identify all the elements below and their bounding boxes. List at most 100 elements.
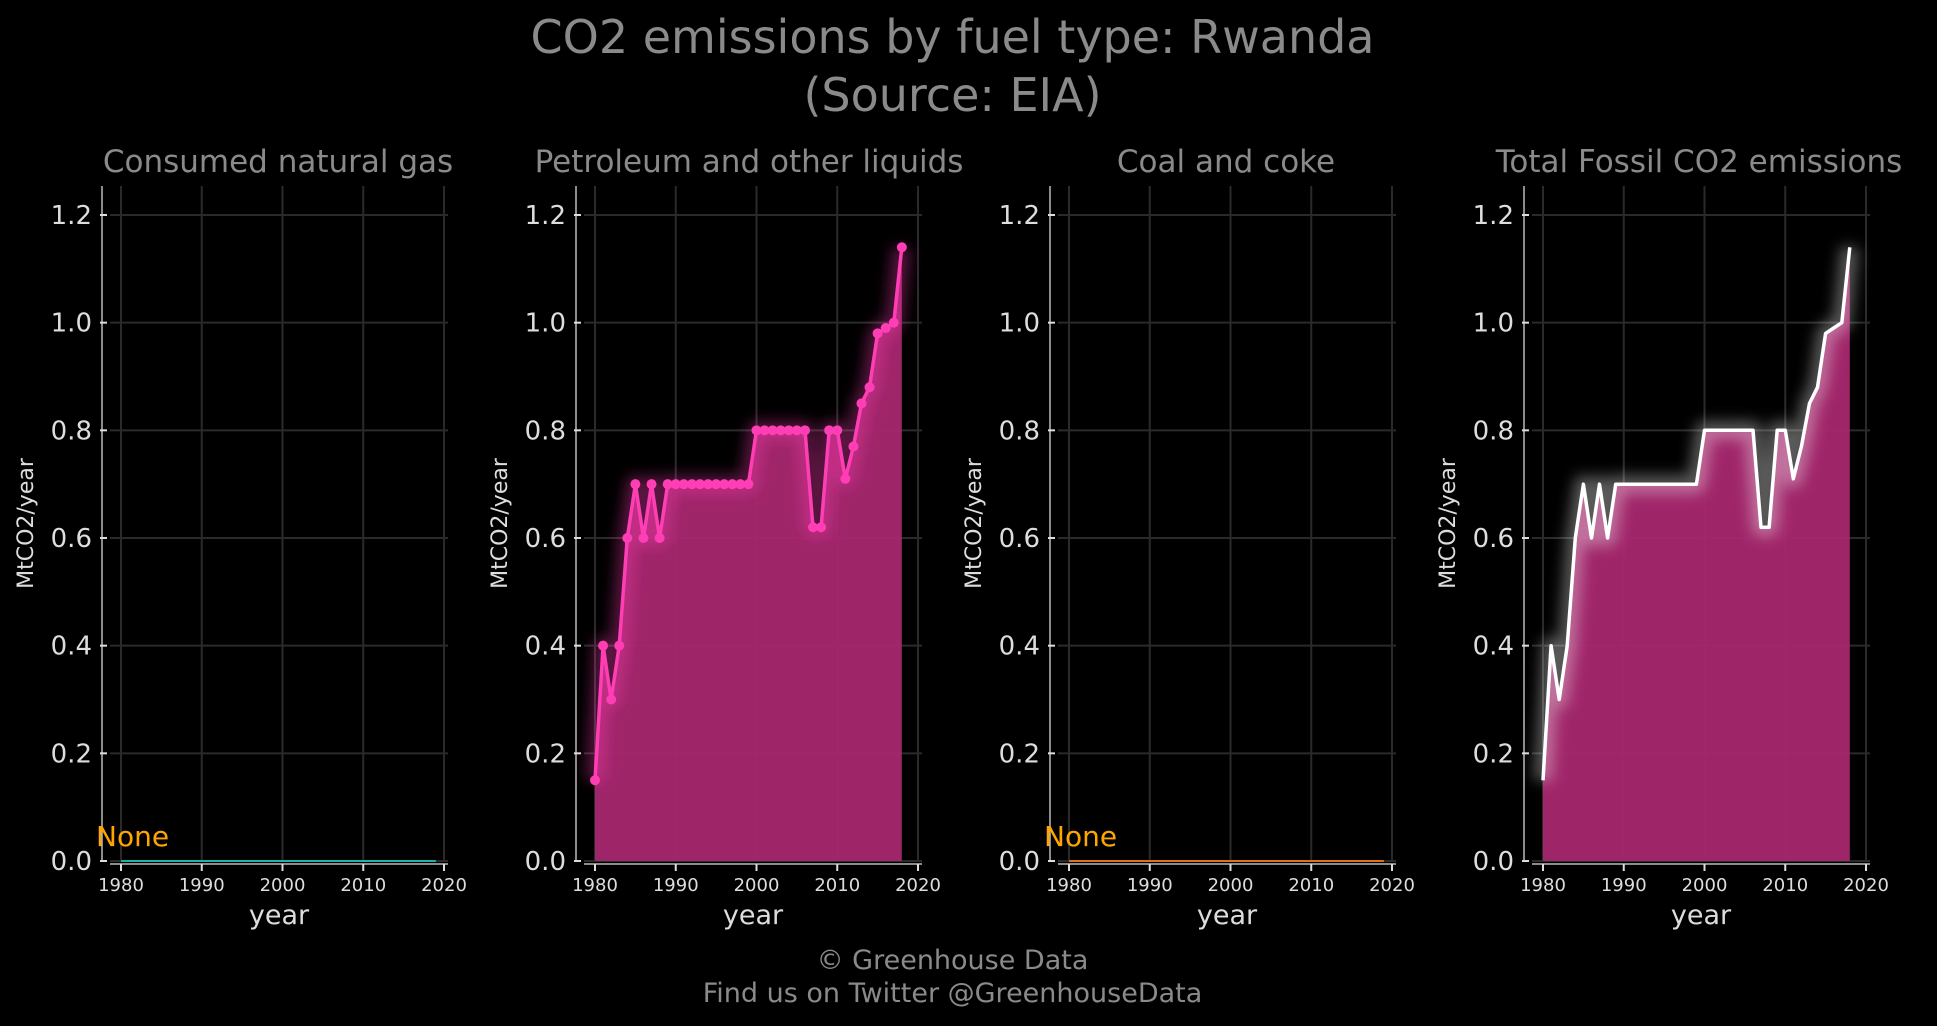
y-tick-label: 0.2 xyxy=(525,739,566,769)
data-point xyxy=(686,479,697,490)
panel-1: 0.0 0.2 0.4 0.6 0.8 1.0 1.2 1980 1990 2000 2010 202… xyxy=(14,144,467,931)
data-point xyxy=(816,522,827,533)
data-point xyxy=(735,479,746,490)
data-point xyxy=(888,317,899,328)
data-point xyxy=(670,479,681,490)
footer-twitter: Find us on Twitter @GreenhouseData xyxy=(702,978,1203,1009)
x-tick-label: 2000 xyxy=(734,875,780,896)
y-tick-label: 0.8 xyxy=(525,416,566,446)
data-point xyxy=(622,533,633,543)
data-point xyxy=(646,479,657,490)
y-tick-label: 0.2 xyxy=(51,739,92,769)
y-tick-label: 0.2 xyxy=(1473,739,1514,769)
none-annotation: None xyxy=(1044,820,1117,853)
chart-title-line2: (Source: EIA) xyxy=(803,68,1102,122)
chart-title: CO2 emissions by fuel type: Rwanda (Sour… xyxy=(0,8,1905,124)
data-point xyxy=(791,425,802,436)
y-tick-label: 0.4 xyxy=(525,632,566,662)
series-area xyxy=(595,247,902,862)
data-point xyxy=(880,323,891,334)
y-axis-label: MtCO2/year xyxy=(962,457,987,589)
data-point xyxy=(759,425,770,436)
x-tick-label: 2000 xyxy=(260,875,306,896)
data-point xyxy=(767,425,778,436)
data-point xyxy=(719,479,730,490)
footer: © Greenhouse Data Find us on Twitter @Gr… xyxy=(0,944,1905,1010)
y-axis-label: MtCO2/year xyxy=(14,457,39,589)
panel-title: Coal and coke xyxy=(1117,144,1335,180)
y-tick-label: 1.2 xyxy=(525,201,566,231)
y-tick-label: 1.2 xyxy=(1473,201,1514,231)
x-tick-label: 1980 xyxy=(98,875,144,896)
data-point xyxy=(606,694,617,705)
panel-2: 0.0 0.2 0.4 0.6 0.8 1.0 1.2 1980 1990 2000 2010 202… xyxy=(488,144,963,931)
data-point xyxy=(783,425,794,436)
data-point xyxy=(824,425,835,436)
y-tick-label: 0.0 xyxy=(525,847,566,877)
y-tick-label: 0.0 xyxy=(999,847,1040,877)
x-tick-label: 2010 xyxy=(814,875,860,896)
y-tick-label: 0.4 xyxy=(1473,632,1514,662)
series-line xyxy=(1541,247,1852,781)
x-tick-label: 1980 xyxy=(572,875,618,896)
data-point xyxy=(614,640,625,651)
x-axis-label: year xyxy=(1197,900,1258,931)
x-tick-label: 2020 xyxy=(1843,875,1889,896)
panel-4: 0.0 0.2 0.4 0.6 0.8 1.0 1.2 1980 1990 2000 2010 202… xyxy=(1436,144,1902,931)
data-point xyxy=(872,328,883,339)
data-point xyxy=(808,522,819,533)
data-point xyxy=(654,533,665,543)
data-point xyxy=(896,242,907,253)
data-point xyxy=(864,382,875,393)
panel-3: 0.0 0.2 0.4 0.6 0.8 1.0 1.2 1980 1990 2000 2010 202… xyxy=(962,144,1415,931)
x-axis-label: year xyxy=(723,900,784,931)
data-point xyxy=(832,425,843,436)
y-tick-label: 0.8 xyxy=(51,416,92,446)
x-tick-label: 2020 xyxy=(1369,875,1415,896)
data-point xyxy=(703,479,714,490)
data-point xyxy=(638,533,649,543)
footer-copyright: © Greenhouse Data xyxy=(816,945,1089,976)
y-tick-label: 0.6 xyxy=(999,524,1040,554)
data-point xyxy=(590,775,600,786)
panel-title: Total Fossil CO2 emissions xyxy=(1495,144,1903,180)
x-tick-label: 1990 xyxy=(1127,875,1173,896)
x-axis-label: year xyxy=(249,900,310,931)
y-tick-label: 0.6 xyxy=(51,524,92,554)
x-tick-label: 2010 xyxy=(1288,875,1334,896)
y-axis-label: MtCO2/year xyxy=(1436,457,1461,589)
y-tick-label: 1.0 xyxy=(525,309,566,339)
none-annotation: None xyxy=(96,820,169,853)
x-axis-label: year xyxy=(1671,900,1732,931)
data-point xyxy=(662,479,673,490)
x-tick-label: 1990 xyxy=(653,875,699,896)
y-tick-label: 0.2 xyxy=(999,739,1040,769)
y-tick-label: 0.6 xyxy=(525,524,566,554)
data-point xyxy=(799,425,810,436)
y-tick-label: 0.4 xyxy=(999,632,1040,662)
data-point xyxy=(598,640,609,651)
y-tick-label: 0.8 xyxy=(999,416,1040,446)
series-area xyxy=(1543,247,1850,862)
data-point xyxy=(775,425,786,436)
panel-title: Petroleum and other liquids xyxy=(535,144,964,180)
panel-title: Consumed natural gas xyxy=(103,144,453,180)
y-tick-label: 0.8 xyxy=(1473,416,1514,446)
x-tick-label: 2020 xyxy=(421,875,467,896)
y-tick-label: 0.0 xyxy=(51,847,92,877)
chart-title-line1: CO2 emissions by fuel type: Rwanda xyxy=(530,10,1375,64)
y-tick-label: 1.0 xyxy=(51,309,92,339)
y-tick-label: 0.0 xyxy=(1473,847,1514,877)
data-point xyxy=(727,479,738,490)
x-tick-label: 2010 xyxy=(1762,875,1808,896)
y-tick-label: 1.2 xyxy=(51,201,92,231)
data-point xyxy=(711,479,722,490)
y-tick-label: 1.0 xyxy=(999,309,1040,339)
y-tick-label: 0.6 xyxy=(1473,524,1514,554)
x-tick-label: 2000 xyxy=(1682,875,1728,896)
x-tick-label: 2020 xyxy=(895,875,941,896)
x-tick-label: 1990 xyxy=(179,875,225,896)
y-axis-label: MtCO2/year xyxy=(488,457,513,589)
data-point xyxy=(840,473,851,484)
